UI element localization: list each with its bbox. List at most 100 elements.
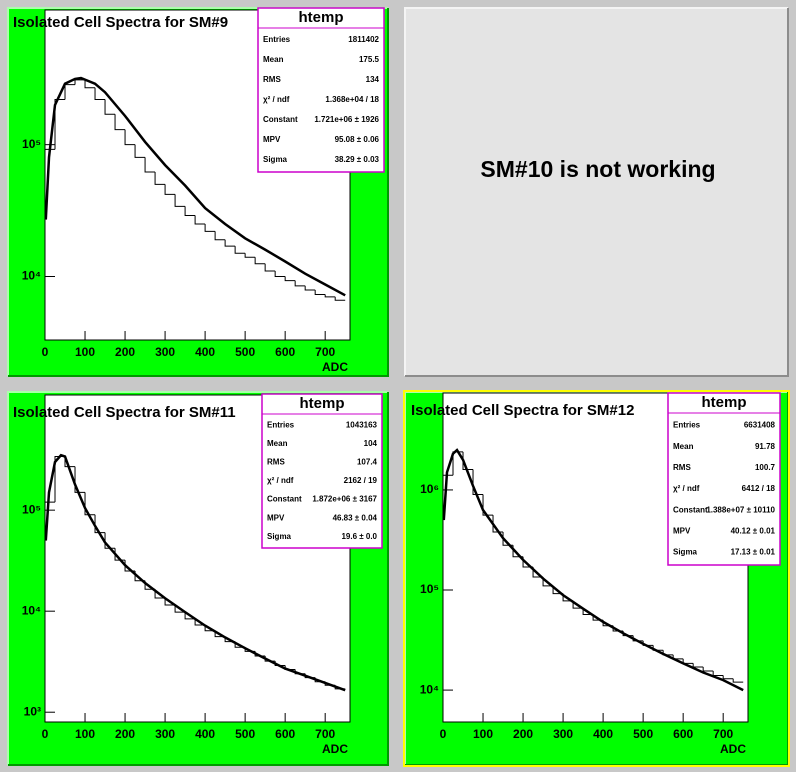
histogram-bin bbox=[442, 474, 454, 722]
y-tick-label: 10⁵ bbox=[22, 137, 41, 151]
histogram-bin bbox=[54, 99, 66, 150]
x-tick-label: 500 bbox=[235, 727, 255, 741]
x-tick-label: 200 bbox=[115, 345, 135, 359]
x-tick-label: 400 bbox=[195, 727, 215, 741]
histogram-bin bbox=[134, 144, 146, 158]
stats-label: Mean bbox=[263, 55, 284, 64]
y-tick-label: 10³ bbox=[24, 704, 41, 718]
histogram-bin bbox=[304, 285, 316, 291]
stats-label: MPV bbox=[673, 526, 691, 535]
histogram-bin bbox=[184, 206, 196, 217]
y-tick-label: 10⁶ bbox=[420, 482, 439, 496]
stats-value: 6412 / 18 bbox=[742, 484, 776, 493]
stats-value: 46.83 ± 0.04 bbox=[333, 513, 378, 522]
histogram-bin bbox=[194, 215, 206, 225]
stats-value: 1811402 bbox=[348, 35, 379, 44]
stats-label: Sigma bbox=[267, 532, 292, 541]
histogram-bin bbox=[44, 501, 56, 722]
stats-value: 19.6 ± 0.0 bbox=[341, 532, 377, 541]
stats-value: 1.388e+07 ± 10110 bbox=[706, 505, 775, 514]
stats-box: htemp Entries 6631408 Mean 91.78 RMS 100.7 χ² /… bbox=[667, 392, 781, 566]
stats-title: htemp bbox=[702, 394, 747, 411]
stats-value: 91.78 bbox=[755, 442, 776, 451]
stats-label: χ² / ndf bbox=[263, 95, 290, 104]
stats-label: Sigma bbox=[263, 155, 288, 164]
x-tick-label: 400 bbox=[195, 345, 215, 359]
y-tick-label: 10⁴ bbox=[420, 682, 439, 696]
histogram-bin bbox=[642, 640, 654, 646]
y-tick-label: 10⁴ bbox=[22, 269, 41, 283]
histogram-bin bbox=[274, 271, 286, 278]
histogram-bin bbox=[94, 87, 106, 101]
stats-value: 17.13 ± 0.01 bbox=[731, 548, 776, 557]
pad-highlight bbox=[403, 390, 790, 767]
x-axis-label: ADC bbox=[322, 360, 348, 374]
x-tick-label: 200 bbox=[115, 727, 135, 741]
stats-label: Mean bbox=[673, 442, 694, 451]
pad-bevel bbox=[7, 391, 388, 765]
fit-curve bbox=[44, 453, 346, 692]
histogram-bin bbox=[314, 290, 326, 296]
stats-value: 134 bbox=[366, 75, 380, 84]
y-tick-label: 10⁴ bbox=[22, 603, 41, 617]
x-tick-label: 0 bbox=[42, 345, 49, 359]
histogram-bin bbox=[254, 257, 266, 265]
x-tick-label: 100 bbox=[75, 727, 95, 741]
fit-curve bbox=[442, 448, 744, 692]
stats-value: 1043163 bbox=[346, 420, 378, 429]
pad: 0 100 200 300 400 500 600 700 10⁴ 10⁵ 10⁶ ADC Isolat… bbox=[403, 390, 790, 767]
stats-label: Sigma bbox=[673, 548, 698, 557]
stats-label: χ² / ndf bbox=[267, 476, 294, 485]
pad-bevel bbox=[8, 392, 389, 766]
histogram-bin bbox=[244, 253, 256, 258]
stats-value: 6631408 bbox=[744, 421, 776, 430]
y-tick-label: 10⁵ bbox=[420, 582, 439, 596]
stats-value: 104 bbox=[364, 439, 378, 448]
y-tick-label: 10⁵ bbox=[22, 502, 41, 516]
stats-value: 2162 / 19 bbox=[344, 476, 378, 485]
histogram-bin bbox=[482, 494, 494, 516]
pad: 0 100 200 300 400 500 600 700 10⁴ 10⁵ ADC Isolated … bbox=[7, 7, 389, 377]
x-axis-label: ADC bbox=[322, 742, 348, 756]
histogram-bin bbox=[44, 148, 56, 340]
stats-value: 1.872e+06 ± 3167 bbox=[312, 495, 377, 504]
histogram-bin bbox=[164, 598, 176, 606]
x-tick-label: 600 bbox=[275, 345, 295, 359]
pad-bevel bbox=[405, 8, 789, 377]
x-tick-label: 100 bbox=[75, 345, 95, 359]
x-tick-label: 200 bbox=[513, 727, 533, 741]
fit-curve bbox=[44, 76, 346, 297]
x-tick-label: 600 bbox=[275, 727, 295, 741]
pad-title: Isolated Cell Spectra for SM#9 bbox=[13, 14, 228, 31]
stats-background bbox=[261, 393, 383, 549]
histogram-bin bbox=[214, 231, 226, 241]
histogram-bin bbox=[284, 276, 296, 282]
stats-value: 175.5 bbox=[359, 55, 380, 64]
x-tick-label: 500 bbox=[235, 345, 255, 359]
stats-title: htemp bbox=[299, 9, 344, 26]
stats-box: htemp Entries 1043163 Mean 104 RMS 107.4 χ² / n… bbox=[261, 393, 383, 549]
histogram-bin bbox=[84, 79, 96, 89]
x-tick-label: 400 bbox=[593, 727, 613, 741]
message: SM#10 is not working bbox=[480, 156, 715, 182]
histogram-bin bbox=[652, 645, 664, 651]
x-tick-label: 300 bbox=[155, 727, 175, 741]
stats-label: RMS bbox=[267, 458, 285, 467]
histogram-bin bbox=[154, 172, 166, 185]
pad-bevel bbox=[8, 8, 389, 377]
histogram-bin bbox=[164, 184, 176, 195]
x-tick-label: 700 bbox=[315, 727, 335, 741]
x-tick-label: 0 bbox=[42, 727, 49, 741]
stats-label: Entries bbox=[673, 421, 701, 430]
stats-label: MPV bbox=[267, 513, 285, 522]
histogram-bin bbox=[722, 675, 734, 680]
histogram-bin bbox=[174, 605, 186, 613]
x-tick-label: 100 bbox=[473, 727, 493, 741]
histogram-bin bbox=[84, 492, 96, 516]
histogram-bin bbox=[452, 451, 464, 476]
stats-value: 107.4 bbox=[357, 458, 378, 467]
stats-value: 95.08 ± 0.06 bbox=[335, 135, 380, 144]
stats-value: 38.29 ± 0.03 bbox=[335, 155, 380, 164]
stats-background bbox=[667, 392, 781, 566]
